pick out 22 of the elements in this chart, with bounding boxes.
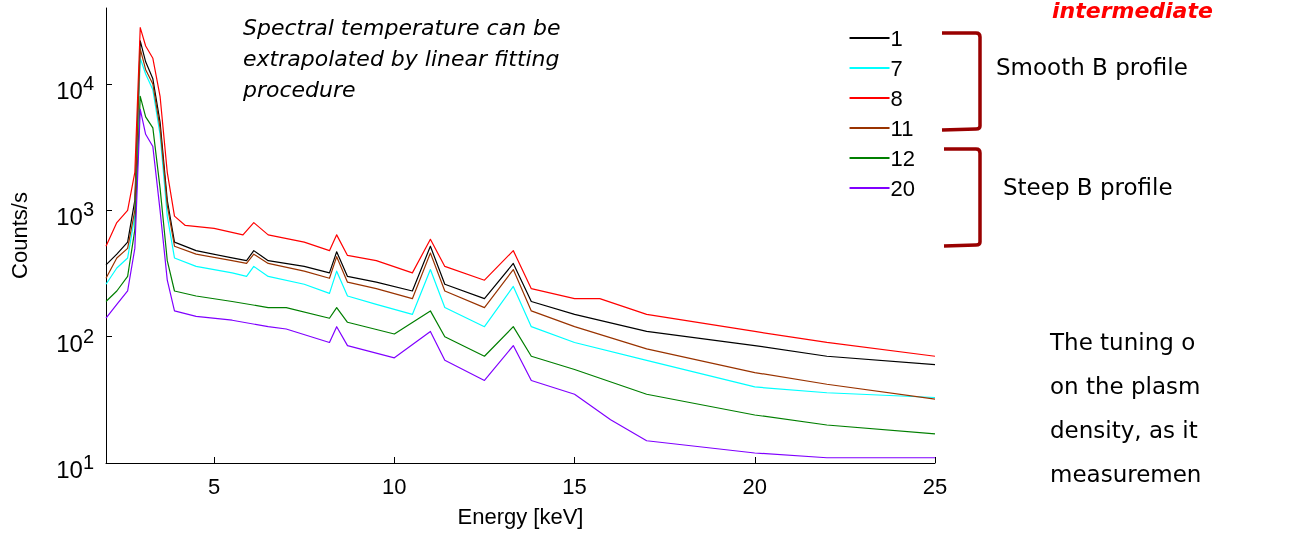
y-axis-title: Counts/s [6, 192, 32, 279]
x-tick-label: 15 [562, 473, 587, 499]
x-tick-label: 5 [208, 473, 221, 499]
x-axis-title: Energy [keV] [457, 503, 584, 529]
y-tick-label: 10$^{1}$ [56, 450, 94, 485]
legend-label: 1 [890, 25, 903, 51]
text: The tuning o on the plasm density, as it measuremen [1050, 328, 1202, 489]
x-tick-label: 10 [382, 473, 407, 499]
legend-label: 12 [890, 145, 916, 171]
legend-label: 8 [890, 85, 903, 111]
legend-label: 7 [890, 55, 903, 81]
annotation: Spectral temperature can be extrapolated by linear fitting procedure [243, 14, 562, 104]
x-tick-label: 25 [922, 473, 948, 499]
y-tick-label: 10$^{2}$ [56, 323, 94, 359]
text: intermediate [1052, 0, 1213, 23]
text: Smooth B profile [996, 54, 1188, 80]
text: Steep B profile [1003, 174, 1173, 200]
y-tick-label: 10$^{3}$ [56, 197, 94, 233]
legend-label: 20 [890, 175, 916, 201]
x-tick-label: 20 [742, 473, 768, 499]
legend-label: 11 [890, 115, 914, 141]
y-tick-label: 10$^{4}$ [56, 71, 94, 107]
